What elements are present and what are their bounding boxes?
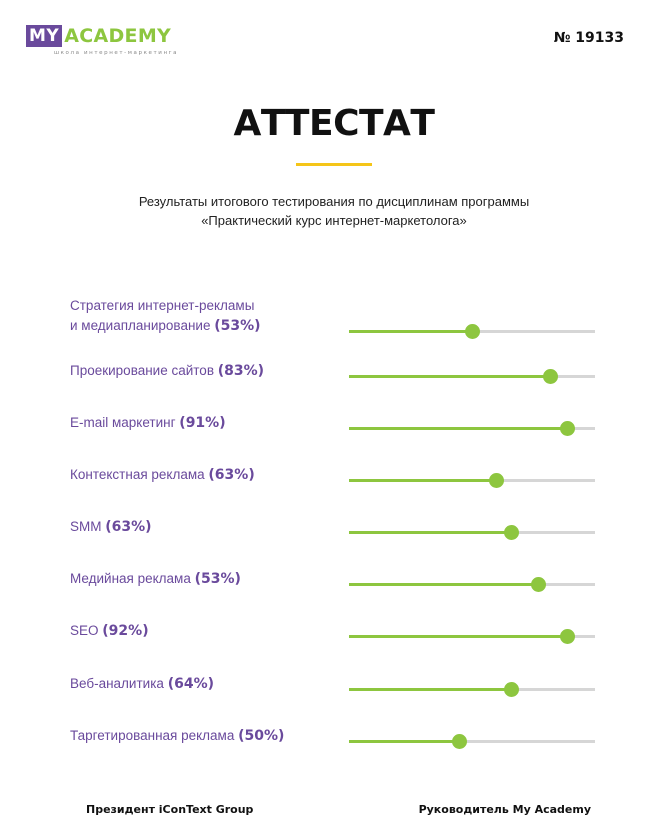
signature-director: Руководитель My Academy xyxy=(418,803,591,816)
skill-row: SMM (63%) xyxy=(70,497,610,540)
skill-progress-fill xyxy=(349,635,568,638)
skill-name: Контекстная реклама xyxy=(70,467,205,482)
skill-percent: (83%) xyxy=(217,363,265,379)
skill-label: Проекирование сайтов (83%) xyxy=(70,361,340,381)
skill-label: SEO (92%) xyxy=(70,621,340,641)
skill-progress-track xyxy=(349,421,595,436)
skill-progress-track xyxy=(349,324,595,339)
skill-label: Таргетированная реклама (50%) xyxy=(70,726,340,746)
skill-progress-track xyxy=(349,734,595,749)
skill-row: Таргетированная реклама (50%) xyxy=(70,706,610,749)
skill-progress-track xyxy=(349,369,595,384)
skill-label: Веб-аналитика (64%) xyxy=(70,674,340,694)
skill-row: Стратегия интернет-рекламы и медиапланир… xyxy=(70,296,610,339)
skill-percent: (91%) xyxy=(179,415,226,431)
skill-label: Контекстная реклама (63%) xyxy=(70,465,340,485)
skill-progress-knob xyxy=(503,682,519,697)
skill-name: Веб-аналитика xyxy=(70,676,164,691)
skill-label: Медийная реклама (53%) xyxy=(70,569,340,589)
title-underline xyxy=(296,163,372,166)
skill-row: E-mail маркетинг (91%) xyxy=(70,393,610,436)
skill-progress-knob xyxy=(503,525,519,540)
skill-progress-fill xyxy=(349,531,512,534)
skill-percent: (92%) xyxy=(102,623,149,639)
skill-progress-fill xyxy=(349,375,551,378)
skill-progress-fill xyxy=(349,479,497,482)
skill-percent: (50%) xyxy=(238,728,285,744)
certificate-number: № 19133 xyxy=(553,30,624,46)
skill-progress-knob xyxy=(530,577,546,592)
skill-progress-fill xyxy=(349,583,539,586)
skill-name: Таргетированная реклама xyxy=(70,728,235,743)
skill-row: Веб-аналитика (64%) xyxy=(70,654,610,697)
subtitle-line-1: Результаты итогового тестирования по дис… xyxy=(138,194,530,209)
logo-academy-word: ACADEMY xyxy=(64,25,172,47)
skill-progress-fill xyxy=(349,427,568,430)
skill-name: Проекирование сайтов xyxy=(70,363,214,378)
skill-progress-track xyxy=(349,473,595,488)
skill-progress-track xyxy=(349,629,595,644)
skill-progress-fill xyxy=(349,740,460,743)
subtitle-line-2: «Практический курс интернет-маркетолога» xyxy=(201,213,467,228)
skill-progress-knob xyxy=(464,324,480,339)
skill-progress-knob xyxy=(560,421,576,436)
skill-name: Стратегия интернет-рекламы и медиапланир… xyxy=(70,298,255,333)
skill-progress-knob xyxy=(560,629,576,644)
subtitle: Результаты итогового тестирования по дис… xyxy=(0,192,668,230)
skill-progress-fill xyxy=(349,688,512,691)
skill-progress-track xyxy=(349,682,595,697)
skill-percent: (63%) xyxy=(105,519,152,535)
skill-percent: (63%) xyxy=(208,467,255,483)
skill-percent: (53%) xyxy=(194,571,241,587)
skill-name: Медийная реклама xyxy=(70,571,191,586)
signature-president: Президент iConText Group xyxy=(86,803,254,816)
skill-progress-track xyxy=(349,577,595,592)
skill-percent: (53%) xyxy=(214,318,261,334)
logo-tagline: школа интернет-маркетинга xyxy=(54,50,179,56)
skill-progress-knob xyxy=(452,734,468,749)
skill-progress-track xyxy=(349,525,595,540)
skill-row: Проекирование сайтов (83%) xyxy=(70,341,610,384)
skill-label: SMM (63%) xyxy=(70,517,340,537)
skill-label: Стратегия интернет-рекламы и медиапланир… xyxy=(70,296,340,336)
skill-percent: (64%) xyxy=(167,676,214,692)
skill-row: SEO (92%) xyxy=(70,601,610,644)
skill-label: E-mail маркетинг (91%) xyxy=(70,413,340,433)
skill-name: E-mail маркетинг xyxy=(70,415,176,430)
skill-row: Контекстная реклама (63%) xyxy=(70,445,610,488)
page-title: АТТЕСТАТ xyxy=(233,103,435,144)
logo-wordmark: MY ACADEMY xyxy=(26,24,186,48)
skill-progress-fill xyxy=(349,330,472,333)
my-academy-logo: MY ACADEMY школа интернет-маркетинга xyxy=(26,24,186,56)
skill-row: Медийная реклама (53%) xyxy=(70,549,610,592)
logo-my-box: MY xyxy=(26,25,63,47)
skill-name: SMM xyxy=(70,519,102,534)
skill-name: SEO xyxy=(70,623,99,638)
skill-progress-knob xyxy=(543,369,559,384)
skill-progress-knob xyxy=(489,473,505,488)
